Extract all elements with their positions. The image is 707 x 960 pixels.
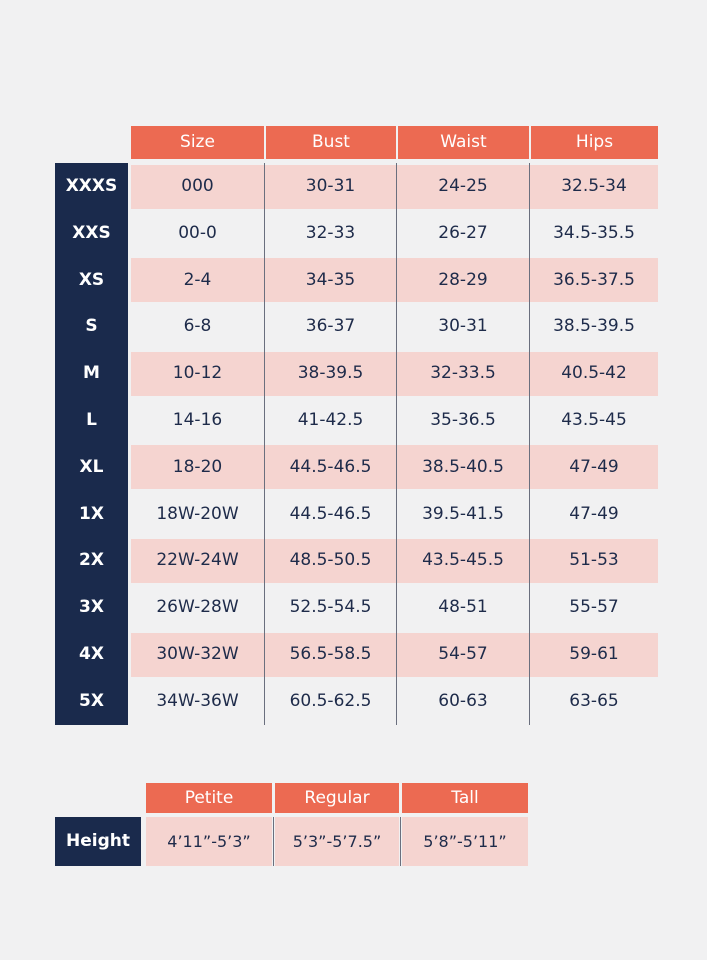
cell-size: 22W-24W [156,550,239,571]
cell-bust: 48.5-50.5 [289,550,372,571]
size-label: XXS [72,222,111,243]
cell-hips: 38.5-39.5 [553,316,635,337]
size-label: XL [79,456,104,477]
cell-size: 6-8 [183,316,212,337]
cell-bust: 30-31 [305,176,356,196]
cell-waist: 39.5-41.5 [422,503,504,524]
height-tall-value: 5’8”-5’11” [402,817,528,866]
size-label: 2X [79,550,104,571]
cell-waist: 30-31 [438,316,488,337]
cell-waist: 48-51 [438,597,488,618]
cell-hips: 47-49 [569,503,619,524]
size-label: M [83,363,100,384]
size-label-column: XXXS XXS XS S M L XL 1X 2X 3X 4X 5X [55,163,128,725]
size-label: 5X [79,690,104,711]
cell-hips: 55-57 [569,597,619,618]
size-label: XXXS [65,176,118,196]
cell-waist: 60-63 [438,690,488,711]
cell-waist: 35-36.5 [430,410,496,430]
cell-bust: 32-33 [305,222,356,243]
cell-waist: 24-25 [438,176,488,196]
cell-size: 18W-20W [156,503,239,524]
cell-size: 2-4 [183,269,212,290]
header-bust: Bust [266,126,396,159]
cell-waist: 43.5-45.5 [422,550,504,571]
header-petite: Petite [146,783,272,813]
column-divider [396,163,397,725]
column-divider [400,817,401,866]
header-tall: Tall [402,783,528,813]
cell-bust: 44.5-46.5 [289,503,372,524]
row-band [131,538,658,583]
cell-bust: 44.5-46.5 [289,456,372,477]
cell-bust: 38-39.5 [297,363,364,384]
row-band [131,632,658,677]
cell-waist: 32-33.5 [430,363,496,384]
height-regular-value: 5’3”-5’7.5” [275,817,399,866]
size-label: 1X [79,503,104,524]
cell-size: 30W-32W [156,644,239,664]
header-hips: Hips [531,126,658,159]
cell-bust: 60.5-62.5 [289,690,372,711]
column-divider [264,163,265,725]
cell-hips: 36.5-37.5 [553,269,635,290]
cell-hips: 51-53 [569,550,619,571]
size-label: L [86,410,97,430]
cell-size: 00-0 [178,222,217,243]
cell-hips: 32.5-34 [561,176,627,196]
cell-hips: 47-49 [569,456,619,477]
cell-bust: 34-35 [305,269,356,290]
row-band [131,258,658,303]
cell-size: 14-16 [172,410,223,430]
header-regular: Regular [275,783,399,813]
cell-bust: 52.5-54.5 [289,597,372,618]
cell-waist: 54-57 [438,644,488,664]
cell-size: 34W-36W [156,690,239,711]
cell-hips: 43.5-45 [561,410,627,430]
row-band [131,164,658,209]
row-band [131,445,658,490]
cell-bust: 56.5-58.5 [289,644,372,664]
header-size: Size [131,126,264,159]
cell-hips: 40.5-42 [561,363,627,384]
column-divider [273,817,274,866]
height-petite-value: 4’11”-5’3” [146,817,272,866]
size-label: S [85,316,98,337]
size-label: 3X [79,597,104,618]
cell-size: 000 [181,176,214,196]
cell-waist: 26-27 [438,222,488,243]
height-label: Height [55,817,141,866]
size-label: 4X [79,644,104,664]
cell-hips: 63-65 [569,690,619,711]
cell-hips: 34.5-35.5 [553,222,635,243]
header-waist: Waist [398,126,529,159]
cell-size: 10-12 [172,363,223,384]
cell-bust: 41-42.5 [297,410,364,430]
row-band [131,351,658,396]
cell-waist: 38.5-40.5 [422,456,504,477]
cell-size: 18-20 [172,456,223,477]
cell-bust: 36-37 [305,316,356,337]
cell-waist: 28-29 [438,269,488,290]
size-label: XS [78,269,105,290]
cell-size: 26W-28W [156,597,239,618]
column-divider [529,163,530,725]
cell-hips: 59-61 [569,644,619,664]
